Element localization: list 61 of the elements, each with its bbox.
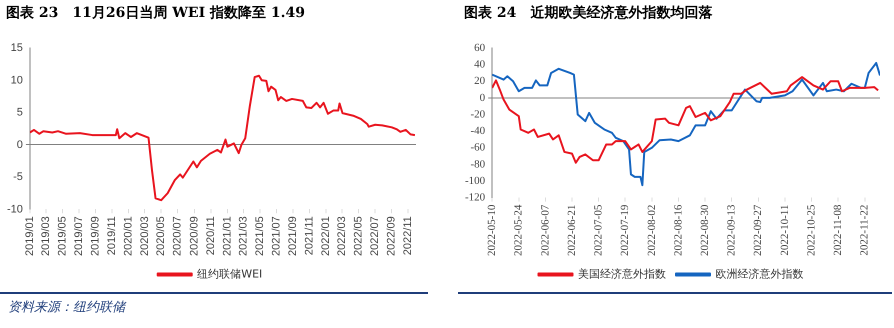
- x-tick-label: 2022/09: [386, 216, 398, 256]
- y-tick-label: 5: [16, 106, 23, 119]
- chart-title: 图表 23 11月26日当周 WEI 指数降至 1.49: [6, 4, 305, 22]
- y-tick-label: -60: [470, 142, 486, 154]
- legend-label: 美国经济意外指数: [578, 267, 666, 280]
- y-tick-label: 60: [474, 42, 486, 54]
- x-tick-label: 2020/11: [204, 216, 217, 256]
- x-tick-label: 2020/03: [138, 216, 151, 256]
- legend-label: 欧洲经济意外指数: [716, 267, 804, 280]
- x-tick-label: 2022/07: [368, 216, 381, 256]
- y-tick-label: -80: [470, 158, 486, 170]
- x-tick-label: 2021/11: [304, 216, 316, 256]
- x-tick-label: 2022/11: [402, 216, 414, 256]
- x-tick-label: 2022-06-21: [566, 204, 578, 256]
- y-tick-label: -120: [464, 192, 486, 204]
- y-tick-label: 40: [474, 58, 486, 71]
- y-tick-label: -100: [464, 174, 486, 187]
- y-tick-label: -10: [6, 203, 23, 216]
- x-tick-label: 2022-08-30: [698, 204, 711, 256]
- text: 资料来源：纽约联储: [8, 299, 125, 316]
- x-tick-label: 2022-09-27: [752, 204, 764, 256]
- x-tick-label: 2019/07: [72, 216, 85, 256]
- x-tick-label: 2022-05-24: [512, 204, 525, 256]
- chart-title: 图表 24 近期欧美经济意外指数均回落: [464, 4, 712, 22]
- x-tick-label: 2022/03: [336, 216, 348, 256]
- x-tick-label: 2022-06-07: [539, 204, 552, 256]
- x-tick-label: 2022-10-25: [805, 204, 818, 256]
- y-tick-label: 10: [10, 74, 23, 86]
- x-tick-label: 2021/07: [270, 216, 282, 256]
- y-tick-label: -20: [470, 108, 486, 120]
- x-tick-label: 2022-07-19: [619, 204, 632, 256]
- x-tick-label: 2022-10-11: [778, 204, 791, 256]
- y-tick-label: 15: [10, 42, 23, 54]
- x-tick-label: 2019/05: [56, 216, 68, 256]
- x-tick-label: 2019/01: [24, 216, 36, 256]
- x-tick-label: 2020/05: [155, 216, 168, 256]
- x-tick-label: 2022-08-16: [672, 204, 684, 256]
- y-tick-label: -5: [13, 171, 23, 184]
- x-tick-label: 2019/03: [40, 216, 52, 256]
- x-tick-label: 2022-11-08: [832, 204, 844, 256]
- x-tick-label: 2022-07-05: [592, 204, 605, 256]
- x-tick-label: 2022-05-10: [486, 204, 498, 256]
- x-tick-label: 2021/09: [287, 216, 300, 256]
- x-tick-label: 2022-09-13: [726, 204, 738, 256]
- y-tick-label: 20: [474, 75, 486, 88]
- x-tick-label: 2021/03: [237, 216, 250, 256]
- x-tick-label: 2020/07: [172, 216, 184, 256]
- x-tick-label: 2020/01: [122, 216, 135, 256]
- x-tick-label: 2022/01: [320, 216, 332, 256]
- x-tick-label: 2021/05: [254, 216, 266, 256]
- x-tick-label: 2020/09: [188, 216, 200, 256]
- y-tick-label: 0: [16, 138, 23, 151]
- y-tick-label: 0: [480, 92, 486, 104]
- x-tick-label: 2022-08-02: [646, 204, 658, 256]
- x-tick-label: 2022/05: [352, 216, 364, 256]
- x-tick-label: 2019/09: [90, 216, 102, 256]
- legend-label: 纽约联储WEI: [197, 267, 262, 280]
- x-tick-label: 2021/01: [221, 216, 234, 256]
- x-tick-label: 2019/11: [106, 216, 118, 256]
- y-tick-label: -40: [470, 125, 486, 138]
- x-tick-label: 2022-11-22: [858, 204, 871, 256]
